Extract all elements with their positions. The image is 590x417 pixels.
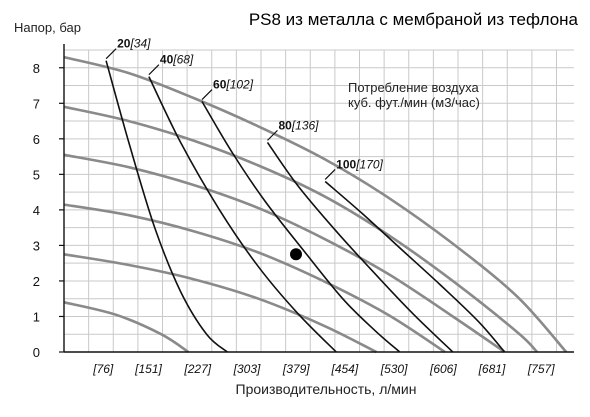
performance-curve-4 (63, 253, 377, 354)
grid (64, 49, 574, 352)
y-tick-label: 0 (33, 345, 40, 360)
performance-curve-0 (63, 55, 568, 353)
y-tick-label: 1 (33, 309, 40, 324)
operating-point (289, 248, 302, 261)
performance-curves (63, 55, 568, 354)
x-tick-label: [530] (380, 362, 408, 376)
series-label-20: 20[34] (117, 37, 151, 51)
performance-curve-3 (63, 203, 446, 354)
series-label-40: 40[68] (160, 53, 194, 67)
legend-note-line-1: Потребление воздуха (348, 80, 479, 95)
performance-curve-2 (63, 153, 506, 354)
x-tick-label: [151] (134, 362, 162, 376)
y-tick-label: 5 (33, 167, 40, 182)
series-label-80: 80[136] (278, 118, 319, 132)
air-curve-80 (266, 141, 454, 353)
label-leader-20 (105, 48, 117, 60)
performance-curve-1 (63, 105, 539, 353)
y-tick-label: 2 (33, 274, 40, 289)
x-tick-label: [454] (331, 362, 359, 376)
air-curve-100 (324, 180, 506, 353)
x-tick-label: [303] (233, 362, 261, 376)
x-tick-label: [757] (527, 362, 555, 376)
legend-note-line-2: куб. фут./мин (м3/час) (348, 95, 480, 110)
performance-curve-5 (63, 301, 190, 354)
x-tick-label: [681] (478, 362, 506, 376)
series-label-60: 60[102] (213, 78, 254, 92)
air-curve-20 (105, 60, 228, 353)
y-tick-label: 4 (33, 203, 40, 218)
label-leader-40 (148, 64, 160, 76)
label-leader-80 (267, 129, 278, 141)
chart-title: PS8 из металла с мембраной из тефлона (249, 10, 579, 29)
series-label-100: 100[170] (336, 157, 383, 171)
air-curve-60 (201, 101, 401, 353)
y-axis-label: Напор, бар (14, 20, 81, 35)
operating-point-marker (289, 248, 302, 261)
air-consumption-curves (105, 60, 506, 353)
label-leader-100 (324, 169, 336, 180)
x-tick-label: [606] (429, 362, 457, 376)
y-tick-label: 3 (33, 238, 40, 253)
x-axis-label: Производительность, л/мин (236, 381, 417, 397)
label-leader-60 (201, 89, 213, 100)
x-tick-label: [379] (282, 362, 310, 376)
y-tick-label: 8 (33, 61, 40, 76)
x-tick-label: [76] (92, 362, 114, 376)
series-labels: 20[34] 40[68] 60[102] 80[136] 100[170] (105, 37, 384, 180)
air-curve-40 (148, 76, 337, 353)
y-tick-label: 7 (33, 96, 40, 111)
axes: 0 1 2 3 4 5 6 7 8 [76] [151] [227] [303] [379] [454] [5… (33, 44, 574, 376)
x-tick-label: [227] (183, 362, 211, 376)
y-tick-label: 6 (33, 132, 40, 147)
